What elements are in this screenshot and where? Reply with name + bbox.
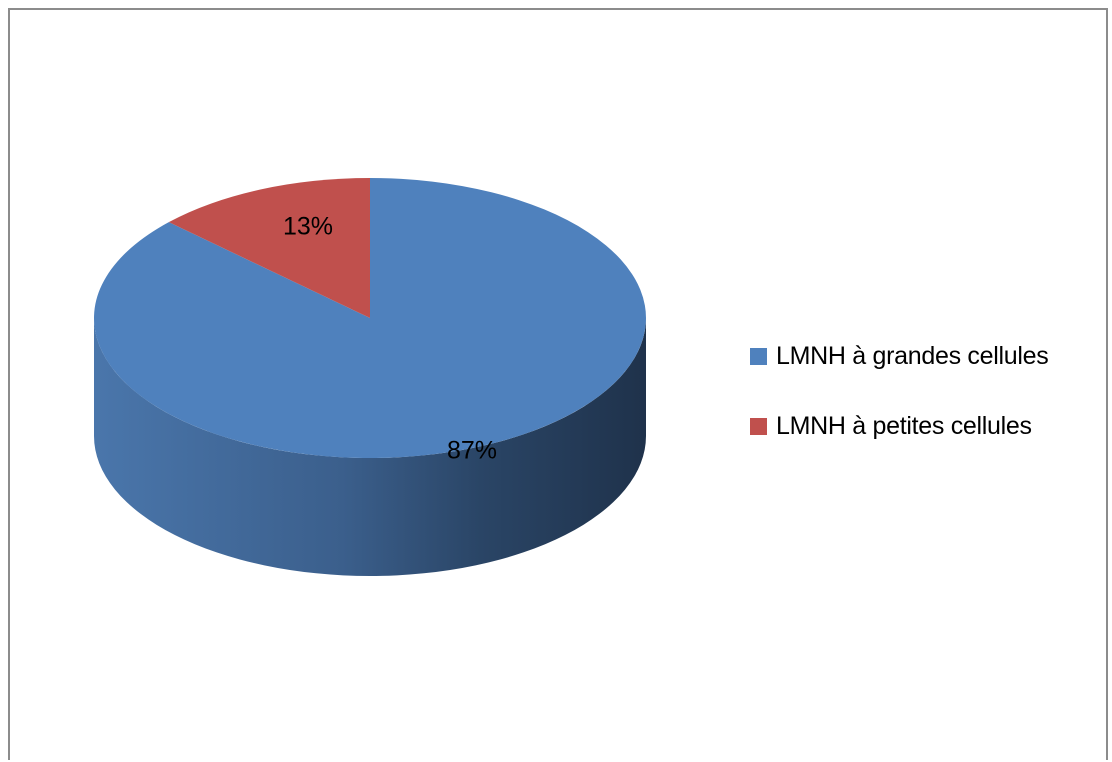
pie-slice-small-cell — [168, 178, 370, 318]
legend-swatch-small-cell — [750, 417, 767, 435]
data-label-large-cell: 87% — [447, 437, 497, 465]
legend-item-small-cell: LMNH à petites cellules — [750, 406, 1048, 446]
legend-label-small-cell: LMNH à petites cellules — [776, 411, 1032, 440]
data-label-small-cell: 13% — [283, 213, 333, 241]
legend-swatch-large-cell — [750, 347, 767, 365]
pie-side-large-cell — [94, 318, 646, 576]
legend: LMNH à grandes cellules LMNH à petites c… — [750, 336, 1049, 476]
legend-item-large-cell: LMNH à grandes cellules — [750, 336, 1049, 376]
legend-label-large-cell: LMNH à grandes cellules — [776, 341, 1049, 370]
